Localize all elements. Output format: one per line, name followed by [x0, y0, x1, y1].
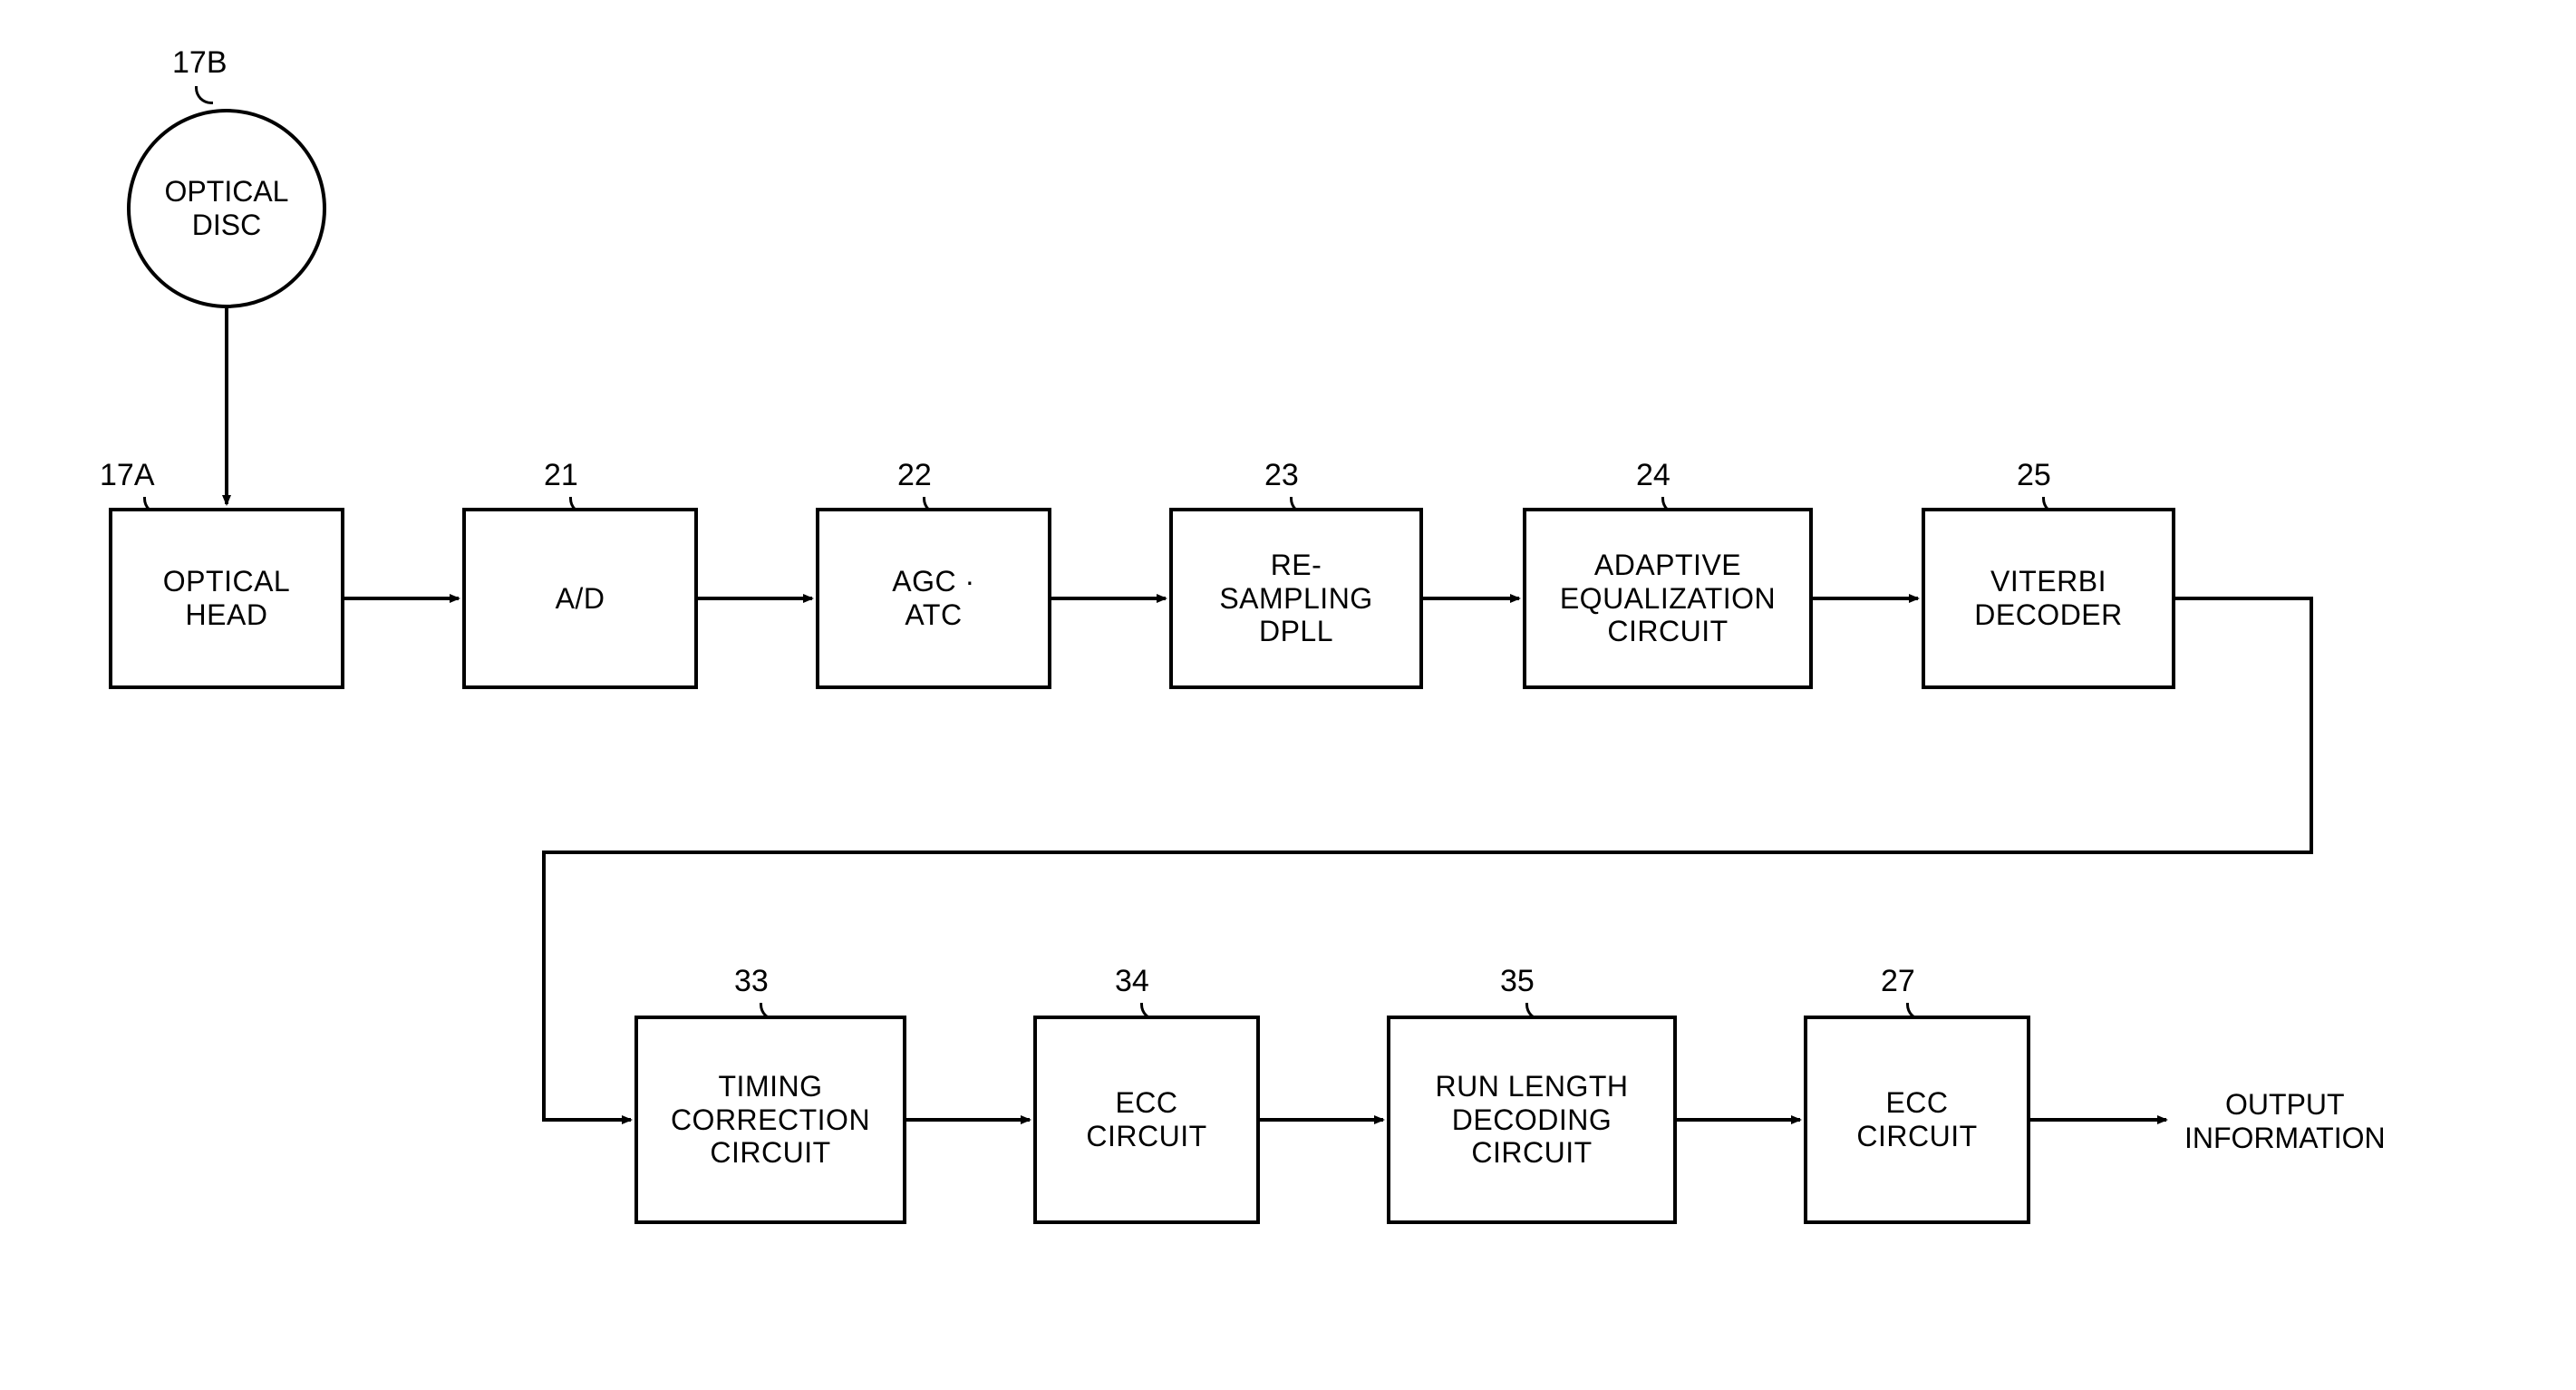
ref-label-optical-head: 17A — [100, 458, 155, 493]
node-ecc-circuit-2: ECC CIRCUIT — [1804, 1016, 2030, 1224]
ref-label-optical-disc: 17B — [172, 45, 228, 81]
node-label: ADAPTIVE EQUALIZATION CIRCUIT — [1560, 549, 1776, 648]
ref-label-ecc2: 27 — [1881, 964, 1915, 999]
ref-label-agc: 22 — [897, 458, 932, 493]
node-label: RUN LENGTH DECODING CIRCUIT — [1435, 1070, 1628, 1170]
node-run-length-decoding: RUN LENGTH DECODING CIRCUIT — [1387, 1016, 1677, 1224]
ref-label-rldecode: 35 — [1500, 964, 1535, 999]
ref-label-adaptive: 24 — [1636, 458, 1671, 493]
ref-label-timing: 33 — [734, 964, 769, 999]
output-information-label: OUTPUT INFORMATION — [2184, 1088, 2386, 1155]
node-label: AGC · ATC — [892, 565, 974, 632]
leader-icon — [195, 86, 213, 104]
node-optical-head: OPTICAL HEAD — [109, 508, 344, 689]
ref-label-viterbi: 25 — [2017, 458, 2051, 493]
node-agc-atc: AGC · ATC — [816, 508, 1051, 689]
node-label: A/D — [556, 582, 605, 616]
node-label: VITERBI DECODER — [1974, 565, 2123, 632]
arrows-icon — [36, 36, 2538, 1351]
block-diagram: 17B OPTICAL DISC 17A OPTICAL HEAD 21 A/D… — [36, 36, 2538, 1351]
ref-label-resampling: 23 — [1264, 458, 1299, 493]
node-label: TIMING CORRECTION CIRCUIT — [671, 1070, 870, 1170]
node-label: ECC CIRCUIT — [1856, 1086, 1977, 1153]
node-label: OPTICAL DISC — [165, 175, 289, 242]
node-timing-correction: TIMING CORRECTION CIRCUIT — [634, 1016, 906, 1224]
node-adaptive-equalization: ADAPTIVE EQUALIZATION CIRCUIT — [1523, 508, 1813, 689]
node-label: OPTICAL HEAD — [163, 565, 290, 632]
node-label: ECC CIRCUIT — [1086, 1086, 1206, 1153]
node-ad: A/D — [462, 508, 698, 689]
node-ecc-circuit-1: ECC CIRCUIT — [1033, 1016, 1260, 1224]
ref-label-ecc1: 34 — [1115, 964, 1149, 999]
node-optical-disc: OPTICAL DISC — [127, 109, 326, 308]
node-viterbi-decoder: VITERBI DECODER — [1922, 508, 2175, 689]
node-label: RE- SAMPLING DPLL — [1219, 549, 1372, 648]
node-resampling-dpll: RE- SAMPLING DPLL — [1169, 508, 1423, 689]
ref-label-ad: 21 — [544, 458, 578, 493]
